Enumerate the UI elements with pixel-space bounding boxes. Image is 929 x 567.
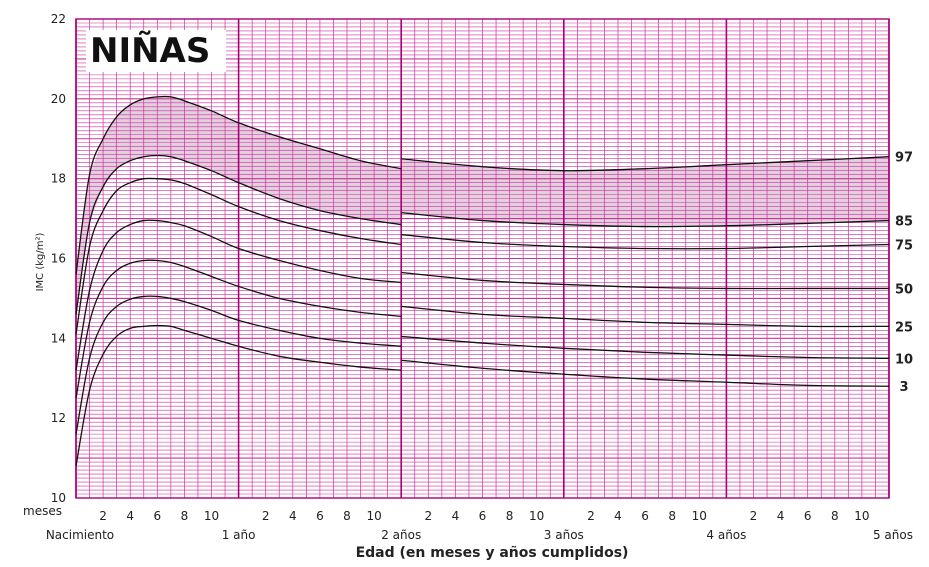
x-month-tick-label: 2: [587, 509, 595, 523]
x-year-tick-label: 2 años: [381, 528, 421, 542]
x-month-tick-label: 10: [529, 509, 544, 523]
plot-frame: [75, 18, 890, 499]
percentile-10-curve: [401, 335, 890, 359]
title-backdrop: [86, 30, 226, 72]
y-tick-label: 18: [51, 172, 66, 186]
x-month-tick-label: 8: [831, 509, 839, 523]
y-tick-label: 16: [51, 252, 66, 266]
x-month-tick-label: 2: [750, 509, 758, 523]
percentile-25-curve: [401, 305, 890, 328]
x-month-tick-label: 4: [614, 509, 622, 523]
x-axis-label: Edad (en meses y años cumplidos): [356, 545, 629, 561]
x-year-tick-label: 3 años: [544, 528, 584, 542]
x-row-label-meses: meses: [23, 504, 62, 518]
percentile-3-curve: [401, 359, 890, 387]
x-year-tick-label: 5 años: [873, 528, 913, 542]
percentile-97-curve: [75, 95, 402, 275]
y-tick-label: 10: [51, 491, 66, 505]
x-year-tick-label: 1 año: [222, 528, 256, 542]
percentile-label-25: 25: [895, 320, 913, 335]
percentile-50-curve: [401, 271, 889, 290]
x-month-tick-label: 8: [668, 509, 676, 523]
chart-title: NIÑAS: [90, 30, 210, 71]
x-month-tick-label: 4: [452, 509, 460, 523]
percentile-label-97: 97: [895, 151, 913, 166]
x-month-tick-label: 6: [316, 509, 324, 523]
x-month-tick-label: 10: [366, 509, 381, 523]
x-month-tick-label: 6: [153, 509, 161, 523]
percentile-label-10: 10: [895, 352, 913, 367]
percentile-85-curve: [75, 154, 402, 315]
percentile-10-curve: [75, 295, 402, 435]
percentile-50-curve: [75, 219, 402, 371]
percentile-3-curve: [75, 324, 402, 467]
x-month-tick-label: 2: [262, 509, 270, 523]
x-month-tick-label: 8: [506, 509, 514, 523]
percentile-label-85: 85: [895, 215, 913, 230]
x-month-tick-label: 4: [777, 509, 785, 523]
percentile-75-curve: [75, 177, 402, 335]
percentile-label-75: 75: [895, 239, 913, 254]
x-axis-ticks: 2 4 6 8 10 2 4 6 8 10 2 4 6 8 10 2 4 6 8 10 2 4 6 8 10 Nacimiento…: [46, 509, 913, 542]
percentile-85-curve: [401, 211, 890, 228]
x-year-tick-label: 4 años: [706, 528, 746, 542]
x-month-tick-label: 6: [479, 509, 487, 523]
chart-grid: [75, 18, 890, 499]
x-month-tick-label: 2: [424, 509, 432, 523]
x-month-tick-label: 4: [289, 509, 297, 523]
y-tick-label: 14: [51, 331, 66, 345]
x-year-tick-label: Nacimiento: [46, 528, 114, 542]
y-tick-label: 20: [51, 92, 66, 106]
x-month-tick-label: 10: [854, 509, 869, 523]
percentile-25-curve: [75, 259, 402, 399]
x-month-tick-label: 8: [343, 509, 351, 523]
x-month-tick-label: 4: [126, 509, 134, 523]
x-month-tick-label: 8: [181, 509, 189, 523]
x-month-tick-label: 6: [804, 509, 812, 523]
x-month-tick-label: 10: [204, 509, 219, 523]
percentile-curves: [75, 95, 890, 467]
percentile-75-curve: [401, 233, 890, 250]
percentile-label-50: 50: [895, 282, 913, 297]
x-month-tick-label: 6: [641, 509, 649, 523]
percentile-label-3: 3: [899, 380, 908, 395]
y-tick-label: 12: [51, 411, 66, 425]
x-month-tick-label: 2: [99, 509, 107, 523]
y-axis-label: IMC (kg/m²): [35, 233, 46, 292]
x-month-tick-label: 10: [692, 509, 707, 523]
percentile-labels: 97 85 75 50 25 10 3: [895, 151, 913, 396]
percentile-97-curve: [401, 156, 890, 172]
y-tick-label: 22: [51, 12, 66, 26]
y-axis-ticks: 10 12 14 16 18 20 22: [51, 12, 66, 505]
